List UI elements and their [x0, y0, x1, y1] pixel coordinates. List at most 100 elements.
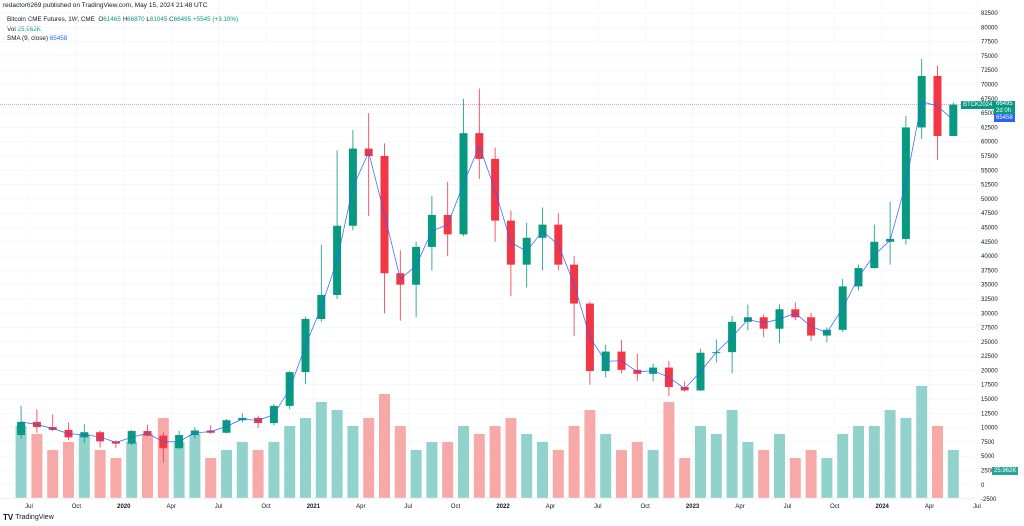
x-tick-label: Apr — [735, 504, 744, 510]
open-label: O — [98, 16, 104, 23]
volume-bar — [695, 426, 706, 498]
volume-bar — [442, 442, 454, 498]
y-tick-label: 67500 — [981, 97, 998, 103]
volume-bar — [489, 426, 501, 498]
volume-bar — [426, 442, 438, 498]
volume-bar — [521, 434, 533, 498]
x-tick-label: Jul — [215, 504, 223, 510]
volume-bar — [758, 450, 770, 498]
x-tick-label: Jul — [784, 504, 792, 510]
published-line: redactor6269 published on TradingView.co… — [3, 2, 208, 9]
volume-bar — [252, 450, 264, 498]
volume-bar — [173, 442, 185, 498]
y-tick-label: 42500 — [981, 240, 998, 246]
sma-value: 65458 — [49, 35, 68, 42]
symbol-price-tag: BTCK2024 — [961, 101, 995, 109]
volume-bar — [616, 450, 627, 498]
y-tick-label: 27500 — [981, 326, 998, 332]
y-tick-label: 10000 — [981, 426, 998, 432]
y-tick-label: 72500 — [981, 68, 998, 74]
y-tick-label: 37500 — [981, 268, 998, 274]
y-tick-label: 17500 — [981, 383, 998, 389]
x-tick-label: Jul — [973, 504, 981, 510]
y-tick-label: 7500 — [981, 440, 995, 446]
y-tick-label: 15000 — [981, 397, 998, 403]
y-tick-label: 47500 — [981, 211, 998, 217]
y-tick-label: 0 — [981, 483, 985, 489]
volume-bar — [126, 442, 138, 498]
y-tick-label: 25000 — [981, 340, 998, 346]
volume-bar — [600, 434, 612, 498]
symbol-name: Bitcoin CME Futures, 1W, CME — [7, 16, 95, 23]
x-tick-label: Oct — [641, 504, 651, 510]
x-tick-label: Oct — [830, 504, 840, 510]
x-tick-label: Apr — [167, 504, 176, 510]
volume-bar — [726, 410, 738, 498]
bar-countdown: 2d 0h — [996, 108, 1012, 114]
y-tick-label: 77500 — [981, 40, 998, 46]
volume-bar — [552, 450, 564, 498]
y-tick-label: 70000 — [981, 83, 998, 89]
open-value: 61465 — [103, 16, 121, 23]
x-tick-label: 2022 — [496, 504, 510, 510]
x-tick-label: Jul — [25, 504, 33, 510]
volume-bar — [821, 458, 833, 498]
volume-bar — [394, 426, 406, 498]
tradingview-logo-icon: TV — [3, 513, 14, 522]
volume-bar — [221, 450, 232, 498]
volume-bar — [837, 434, 849, 498]
high-label: H — [122, 16, 128, 23]
volume-bar — [505, 418, 517, 498]
candle-body — [17, 421, 26, 436]
volume-bar — [284, 426, 296, 498]
volume-bar — [473, 434, 485, 498]
y-tick-label: 40000 — [981, 254, 998, 260]
volume-bar — [868, 426, 880, 498]
volume-bar — [236, 442, 248, 498]
volume-bar — [710, 434, 722, 498]
x-tick-label: Apr — [925, 504, 934, 510]
x-tick-label: Oct — [72, 504, 82, 510]
y-tick-label: 62500 — [981, 125, 998, 131]
volume-bar — [932, 426, 943, 498]
x-tick-label: Apr — [356, 504, 365, 510]
volume-bar — [458, 426, 469, 498]
volume-bar — [742, 442, 754, 498]
volume-bar — [853, 426, 864, 498]
x-tick-label: 2024 — [876, 504, 890, 510]
sma-line — [21, 101, 954, 443]
low-label: L — [146, 16, 150, 23]
volume-bar — [568, 426, 580, 498]
volume-bar — [78, 434, 90, 498]
volume-tag: 25.962K — [992, 467, 1019, 475]
x-tick-label: Jul — [404, 504, 412, 510]
y-tick-label: 75000 — [981, 54, 998, 60]
volume-bar — [300, 418, 311, 498]
last-price: 66495 — [996, 101, 1013, 107]
y-tick-label: 20000 — [981, 368, 998, 374]
volume-bar — [916, 386, 928, 498]
volume-bar — [189, 434, 201, 498]
y-tick-label: 35000 — [981, 283, 998, 289]
volume-bar — [110, 458, 122, 498]
volume-bar — [631, 442, 643, 498]
high-value: 66870 — [127, 16, 145, 23]
volume-bar — [331, 410, 343, 498]
y-tick-label: 5000 — [981, 454, 995, 460]
x-tick-label: Oct — [451, 504, 461, 510]
y-tick-label: 80000 — [981, 25, 998, 31]
volume-bar — [900, 418, 912, 498]
volume-bar — [884, 410, 896, 498]
volume-bar — [584, 410, 596, 498]
volume-bar — [205, 458, 217, 498]
y-tick-label: 55000 — [981, 168, 998, 174]
volume-bar — [363, 418, 375, 498]
low-value: 61045 — [149, 16, 168, 23]
tradingview-footer[interactable]: TV TradingView — [3, 513, 54, 522]
volume-bar — [379, 394, 390, 498]
brand-name: TradingView — [15, 514, 54, 521]
volume-bar — [142, 434, 153, 498]
volume-bar — [315, 402, 327, 498]
x-tick-label: 2023 — [686, 504, 700, 510]
